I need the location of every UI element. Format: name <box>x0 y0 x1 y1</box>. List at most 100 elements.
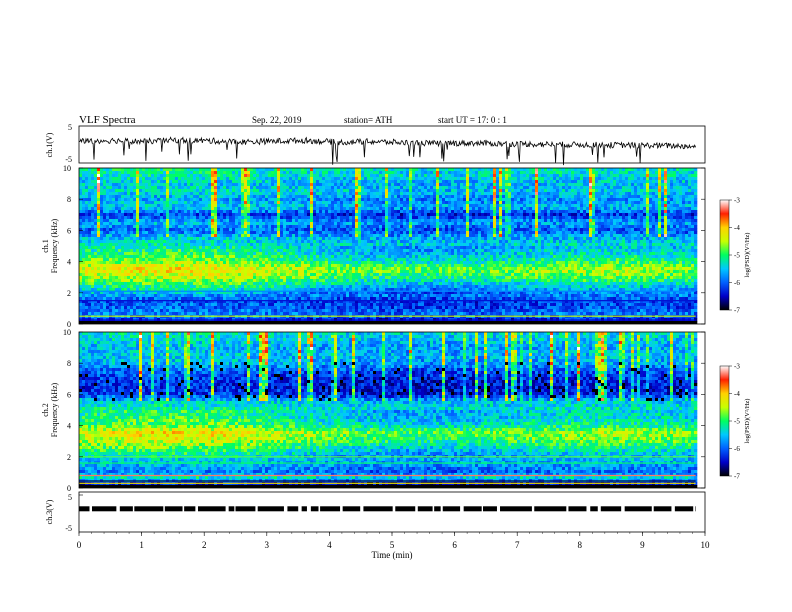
spectrogram-cell <box>133 189 137 193</box>
spectrogram-cell <box>268 291 272 295</box>
spectrogram-cell <box>166 249 170 253</box>
spectrogram-cell <box>340 201 344 205</box>
spectrogram-cell <box>178 201 182 205</box>
spectrogram-cell <box>220 222 224 226</box>
spectrogram-cell <box>226 261 230 265</box>
spectrogram-cell <box>196 234 200 238</box>
spectrogram-cell <box>310 246 314 250</box>
spectrogram-cell <box>106 243 110 247</box>
spectrogram-cell <box>262 195 266 199</box>
spectrogram-cell <box>361 267 365 271</box>
spectrogram-cell <box>277 279 281 283</box>
spectrogram-cell <box>124 195 128 199</box>
spectrogram-cell <box>280 264 284 268</box>
spectrogram-cell <box>118 213 122 217</box>
spectrogram-cell <box>337 288 341 292</box>
spectrogram-cell <box>130 300 134 304</box>
spectrogram-cell <box>358 306 362 310</box>
spectrogram-cell <box>238 198 242 202</box>
spectrogram-cell <box>100 267 104 271</box>
spectrogram-cell <box>292 276 296 280</box>
spectrogram-cell <box>136 195 140 199</box>
spectrogram-cell <box>358 255 362 259</box>
spectrogram-cell <box>262 300 266 304</box>
spectrogram-cell <box>235 282 239 286</box>
spectrogram-cell <box>118 228 122 232</box>
spectrogram-cell <box>277 261 281 265</box>
spectrogram-cell <box>205 198 209 202</box>
spectrogram-cell <box>94 255 98 259</box>
spectrogram-cell <box>175 282 179 286</box>
spectrogram-cell <box>211 285 215 289</box>
spectrogram-cell <box>319 207 323 211</box>
spectrogram-cell <box>112 258 116 262</box>
spectrogram-cell <box>163 204 167 208</box>
spectrogram-cell <box>232 309 236 313</box>
spectrogram-cell <box>235 225 239 229</box>
spectrogram-cell <box>85 219 89 223</box>
spectrogram-cell <box>250 279 254 283</box>
spectrogram-cell <box>346 171 350 175</box>
spectrogram-cell <box>115 303 119 307</box>
spectrogram-cell <box>157 309 161 313</box>
spectrogram-cell <box>184 273 188 277</box>
spectrogram-cell <box>127 234 131 238</box>
spectrogram-cell <box>352 243 356 247</box>
spectrogram-cell <box>214 252 218 256</box>
spectrogram-cell <box>283 234 287 238</box>
spectrogram-cell <box>130 168 134 172</box>
spectrogram-cell <box>175 297 179 301</box>
spectrogram-cell <box>145 303 149 307</box>
spectrogram-cell <box>184 171 188 175</box>
spectrogram-cell <box>352 270 356 274</box>
spectrogram-cell <box>244 216 248 220</box>
spectrogram-cell <box>304 291 308 295</box>
spectrogram-cell <box>133 240 137 244</box>
spectrogram-cell <box>244 291 248 295</box>
spectrogram-cell <box>304 192 308 196</box>
spectrogram-cell <box>94 180 98 184</box>
spectrogram-cell <box>235 303 239 307</box>
spectrogram-cell <box>232 288 236 292</box>
spectrogram-cell <box>148 174 152 178</box>
spectrogram-cell <box>328 312 332 316</box>
spectrogram-cell <box>358 309 362 313</box>
spectrogram-cell <box>223 285 227 289</box>
spectrogram-cell <box>361 228 365 232</box>
spectrogram-cell <box>250 285 254 289</box>
spectrogram-cell <box>241 207 245 211</box>
spectrogram-cell <box>313 264 317 268</box>
spectrogram-cell <box>154 189 158 193</box>
spectrogram-cell <box>193 291 197 295</box>
spectrogram-cell <box>340 243 344 247</box>
spectrogram-cell <box>235 294 239 298</box>
spectrogram-cell <box>241 201 245 205</box>
spectrogram-cell <box>241 309 245 313</box>
spectrogram-cell <box>181 180 185 184</box>
spectrogram-cell <box>256 210 260 214</box>
spectrogram-cell <box>346 303 350 307</box>
spectrogram-cell <box>343 192 347 196</box>
spectrogram-cell <box>154 177 158 181</box>
spectrogram-cell <box>349 249 353 253</box>
spectrogram-cell <box>121 234 125 238</box>
spectrogram-cell <box>163 255 167 259</box>
spectrogram-cell <box>325 300 329 304</box>
spectrogram-cell <box>238 291 242 295</box>
spectrogram-cell <box>199 291 203 295</box>
spectrogram-cell <box>148 213 152 217</box>
spectrogram-cell <box>109 288 113 292</box>
spectrogram-cell <box>181 288 185 292</box>
spectrogram-cell <box>130 240 134 244</box>
spectrogram-cell <box>349 297 353 301</box>
spectrogram-cell <box>169 297 173 301</box>
spectrogram-cell <box>184 168 188 172</box>
spectrogram-cell <box>130 210 134 214</box>
spectrogram-cell <box>175 213 179 217</box>
spectrogram-cell <box>169 171 173 175</box>
spectrogram-cell <box>232 201 236 205</box>
spectrogram-cell <box>226 168 230 172</box>
spectrogram-cell <box>331 219 335 223</box>
spectrogram-cell <box>250 213 254 217</box>
spectrogram-cell <box>151 288 155 292</box>
